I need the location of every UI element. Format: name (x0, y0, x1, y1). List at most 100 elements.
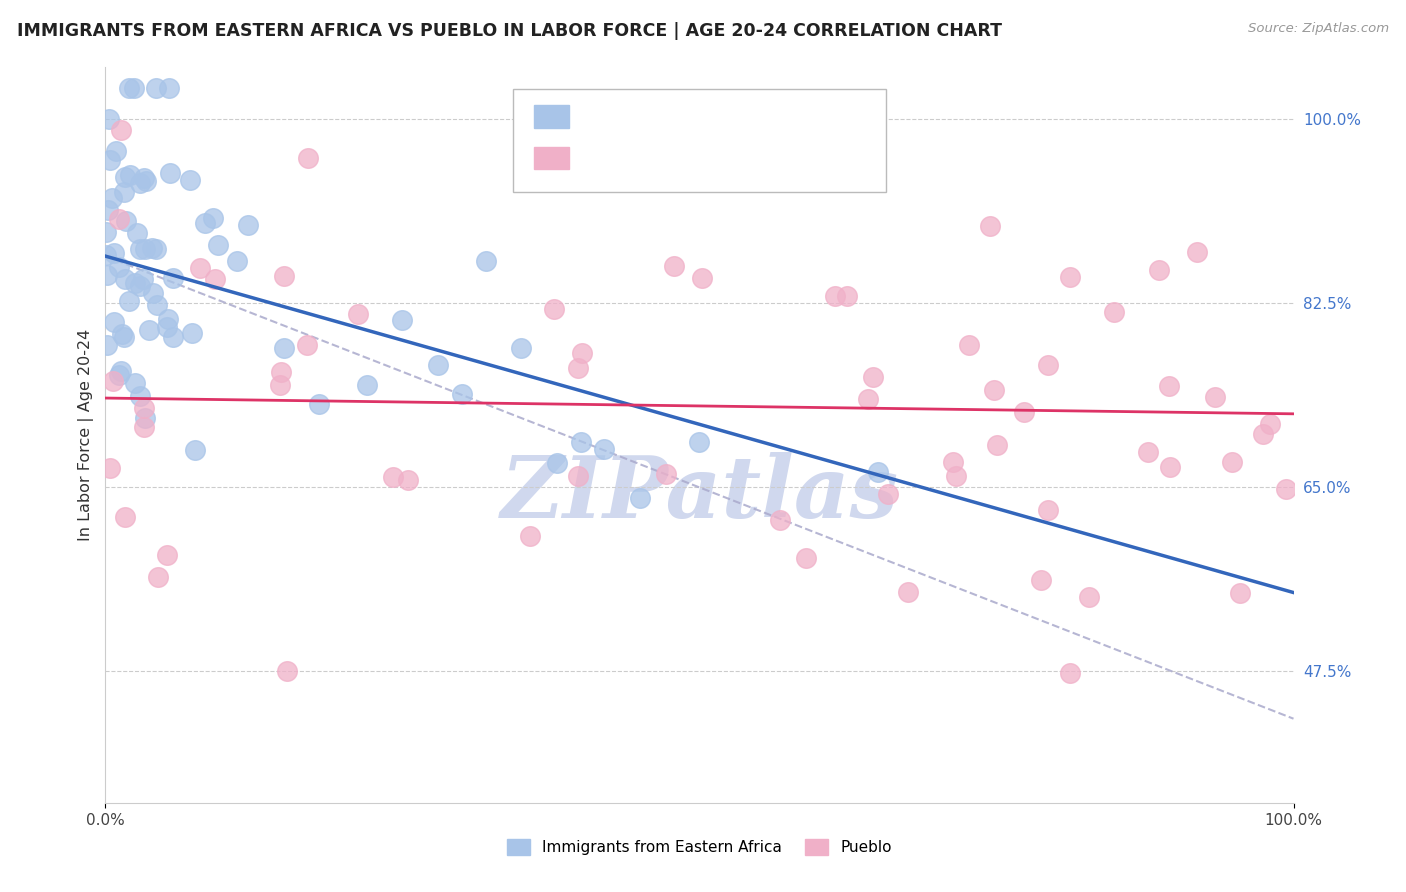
Point (226, 253, 249, 268)
Text: R = -0.022  N = 63: R = -0.022 N = 63 (582, 149, 740, 167)
Point (1102, 305, 1125, 319)
Point (1220, 455, 1243, 469)
Point (689, 435, 711, 450)
Text: Source: ZipAtlas.com: Source: ZipAtlas.com (1249, 22, 1389, 36)
Point (156, 548, 179, 562)
Point (118, 81, 141, 95)
Point (269, 378, 291, 392)
Point (474, 254, 496, 268)
Point (862, 370, 884, 384)
Point (204, 272, 226, 286)
Point (1059, 666, 1081, 681)
Point (146, 297, 169, 311)
Point (986, 438, 1008, 452)
Point (396, 473, 419, 487)
Point (156, 319, 179, 334)
Point (142, 285, 165, 300)
Point (1229, 586, 1251, 600)
Point (942, 454, 965, 468)
Point (115, 214, 138, 228)
Point (132, 419, 155, 434)
Point (101, 374, 124, 388)
Point (98, 460, 121, 475)
Point (1149, 263, 1171, 277)
Point (134, 171, 156, 186)
Point (103, 315, 125, 329)
Point (1275, 482, 1298, 496)
Point (134, 410, 156, 425)
Point (101, 191, 124, 205)
Point (1036, 358, 1059, 372)
Point (276, 665, 298, 679)
Point (118, 294, 141, 309)
Point (128, 389, 150, 403)
Point (564, 131, 586, 145)
Point (945, 468, 967, 483)
Point (1029, 574, 1052, 588)
Point (108, 211, 131, 226)
Point (135, 174, 157, 188)
Point (159, 165, 181, 179)
Point (866, 465, 889, 479)
Point (273, 268, 295, 283)
Point (427, 358, 450, 372)
Point (162, 270, 184, 285)
Point (129, 278, 152, 293)
Point (856, 392, 879, 406)
Point (270, 365, 292, 379)
Point (181, 326, 204, 341)
Point (96, 338, 118, 352)
Point (1159, 459, 1181, 474)
Point (128, 176, 150, 190)
Point (124, 276, 146, 290)
Point (159, 81, 181, 95)
Point (112, 330, 135, 344)
Point (97, 202, 120, 217)
Point (1059, 270, 1081, 285)
Point (94, 248, 117, 262)
Point (188, 260, 211, 275)
Point (134, 242, 156, 256)
Point (111, 326, 134, 341)
Legend: Immigrants from Eastern Africa, Pueblo: Immigrants from Eastern Africa, Pueblo (501, 833, 898, 862)
Point (124, 81, 146, 95)
Point (179, 173, 201, 187)
Point (824, 288, 846, 302)
Point (983, 383, 1005, 397)
Point (519, 529, 541, 543)
Point (1185, 245, 1208, 260)
Point (979, 219, 1001, 233)
Point (543, 302, 565, 317)
Point (112, 185, 135, 199)
Point (593, 442, 616, 456)
Point (1204, 391, 1226, 405)
Point (202, 211, 225, 225)
Point (108, 260, 131, 274)
Point (347, 308, 370, 322)
Point (107, 368, 129, 383)
Point (690, 271, 713, 285)
Point (628, 491, 651, 506)
Point (157, 311, 180, 326)
Point (957, 338, 980, 352)
Text: IMMIGRANTS FROM EASTERN AFRICA VS PUEBLO IN LABOR FORCE | AGE 20-24 CORRELATION : IMMIGRANTS FROM EASTERN AFRICA VS PUEBLO… (17, 22, 1002, 40)
Point (571, 345, 593, 359)
Point (297, 151, 319, 165)
Point (273, 341, 295, 355)
Text: ZIPatlas: ZIPatlas (501, 452, 898, 535)
Point (138, 323, 160, 337)
Point (1137, 445, 1160, 459)
Point (183, 442, 205, 457)
Point (146, 569, 169, 583)
Point (567, 360, 589, 375)
Point (381, 469, 404, 483)
Point (391, 313, 413, 327)
Point (356, 377, 378, 392)
Point (127, 226, 149, 240)
Point (796, 551, 818, 566)
Point (567, 469, 589, 483)
Text: R = -0.265  N = 72: R = -0.265 N = 72 (582, 107, 740, 125)
Point (662, 260, 685, 274)
Point (145, 243, 167, 257)
Point (1253, 426, 1275, 441)
